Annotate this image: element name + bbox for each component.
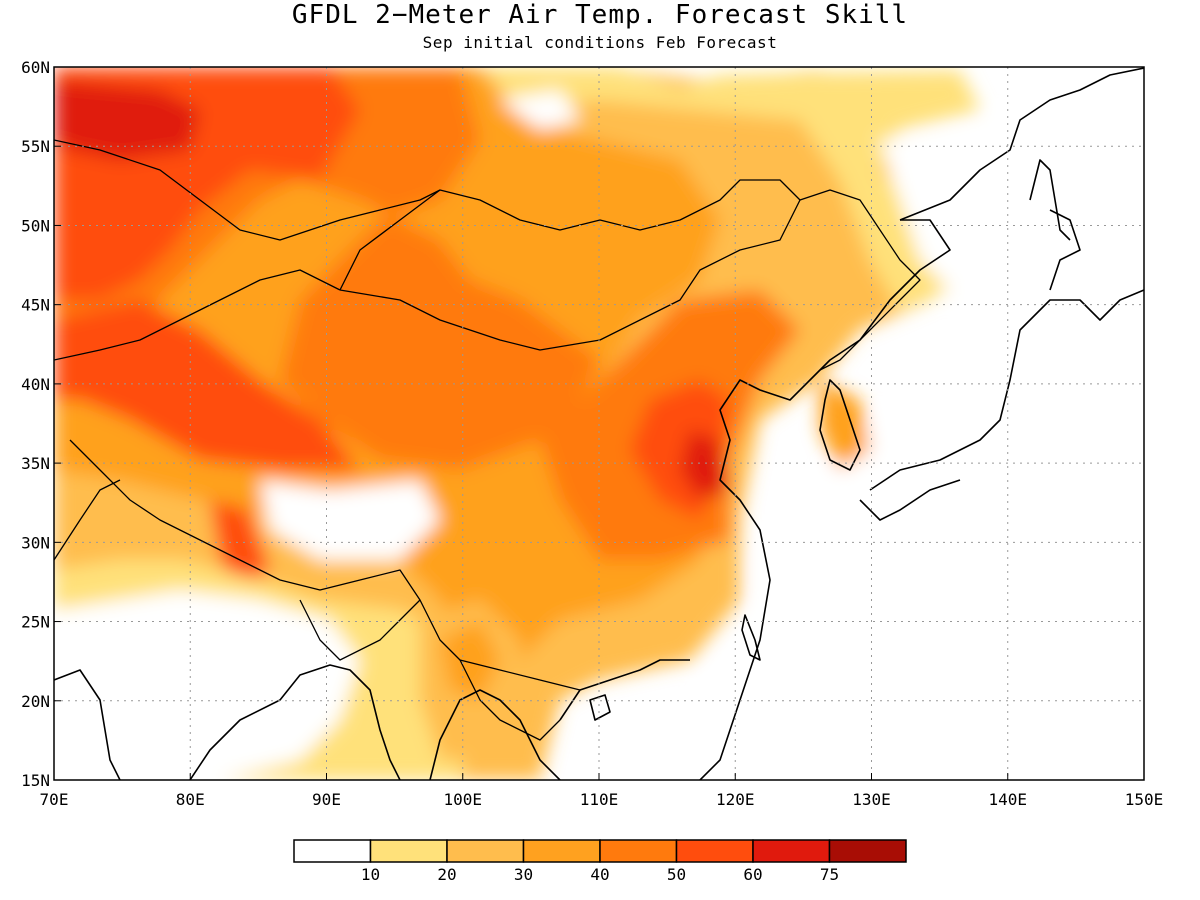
border-myanmar (299, 599, 421, 661)
x-tick-label: 130E (852, 790, 891, 809)
border-mongolia (339, 179, 801, 351)
colorbar-swatch (446, 839, 525, 863)
colorbar-swatch (828, 839, 907, 863)
colorbar-label: 40 (590, 865, 609, 884)
coastline-china (699, 219, 951, 780)
coastline-korea (819, 379, 861, 471)
border-india-pakistan (54, 479, 121, 561)
x-tick-label: 90E (312, 790, 341, 809)
colorbar-swatch (522, 839, 601, 863)
border-indochina (459, 659, 561, 741)
coastline-russia-east (899, 67, 1144, 221)
y-tick-label: 45N (21, 296, 50, 315)
coastline-taiwan (741, 614, 761, 661)
coastline-hokkaido (1049, 209, 1081, 291)
colorbar-swatch (675, 839, 754, 863)
colorbar-label: 30 (514, 865, 533, 884)
x-tick-label: 140E (988, 790, 1027, 809)
colorbar-swatch (369, 839, 448, 863)
border-china-kazakhstan (54, 269, 341, 361)
y-tick-label: 35N (21, 454, 50, 473)
coastline-india (54, 669, 121, 780)
y-axis: 60N 55N 50N 45N 40N 35N 30N 25N 20N 15N (21, 58, 61, 790)
colorbar-swatch (752, 839, 831, 863)
y-tick-label: 20N (21, 692, 50, 711)
coastline-japan-south (859, 479, 961, 521)
x-tick-label: 80E (176, 790, 205, 809)
colorbar-label: 20 (437, 865, 456, 884)
colorbar: 10 20 30 40 50 60 75 (293, 839, 907, 884)
colorbar-label: 50 (667, 865, 686, 884)
colorbar-label: 10 (361, 865, 380, 884)
coastline-indochina (429, 689, 561, 780)
y-tick-label: 50N (21, 216, 50, 235)
coastline-japan (869, 289, 1144, 491)
colorbar-swatch (599, 839, 678, 863)
x-tick-label: 110E (580, 790, 619, 809)
y-tick-label: 25N (21, 613, 50, 632)
colorbar-label: 75 (820, 865, 839, 884)
border-china-south (69, 439, 581, 691)
border-china-manchuria (799, 189, 921, 371)
border-russia-kazakhstan (54, 139, 441, 241)
map-subtitle: Sep initial conditions Feb Forecast (422, 33, 778, 52)
coastline-gulf-of-tonkin (559, 659, 690, 721)
map-title: GFDL 2−Meter Air Temp. Forecast Skill (291, 0, 909, 30)
y-tick-label: 60N (21, 58, 50, 77)
x-tick-label: 70E (40, 790, 69, 809)
coastline-sakhalin (1029, 159, 1071, 241)
coastlines (54, 67, 1144, 780)
y-tick-label: 30N (21, 533, 50, 552)
y-tick-label: 40N (21, 375, 50, 394)
borders (54, 139, 921, 741)
y-tick-label: 15N (21, 771, 50, 790)
colorbar-label: 60 (743, 865, 762, 884)
colorbar-swatch (293, 839, 372, 863)
x-tick-label: 100E (443, 790, 482, 809)
coastline-hainan (589, 694, 611, 721)
coastline-bay-of-bengal (189, 664, 401, 780)
x-axis: 70E 80E 90E 100E 110E 120E 130E 140E 150E (40, 773, 1164, 809)
y-tick-label: 55N (21, 137, 50, 156)
x-tick-label: 150E (1125, 790, 1164, 809)
x-tick-label: 120E (716, 790, 755, 809)
